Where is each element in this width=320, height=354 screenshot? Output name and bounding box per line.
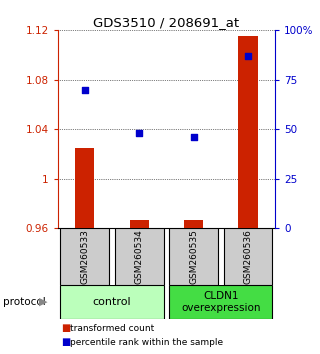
Point [245,53,251,59]
Text: percentile rank within the sample: percentile rank within the sample [70,338,224,347]
Text: CLDN1
overexpression: CLDN1 overexpression [181,291,260,313]
Text: ▶: ▶ [39,297,47,307]
Text: control: control [93,297,131,307]
Bar [184,219,203,228]
Bar [60,228,109,285]
Text: GSM260534: GSM260534 [135,229,144,284]
Text: protocol: protocol [3,297,46,307]
Text: GSM260536: GSM260536 [244,229,252,284]
Text: transformed count: transformed count [70,324,155,333]
Bar [130,219,149,228]
Text: ■: ■ [61,323,70,333]
Text: GSM260535: GSM260535 [189,229,198,284]
Text: GSM260533: GSM260533 [80,229,89,284]
Bar [75,148,94,228]
Point [137,130,142,136]
Bar [169,228,218,285]
Point [191,134,196,140]
Bar [115,228,164,285]
Point [82,87,87,92]
Bar [223,228,272,285]
Title: GDS3510 / 208691_at: GDS3510 / 208691_at [93,16,239,29]
Text: ■: ■ [61,337,70,348]
Bar [169,285,272,319]
Bar [60,285,164,319]
Bar [238,36,258,228]
